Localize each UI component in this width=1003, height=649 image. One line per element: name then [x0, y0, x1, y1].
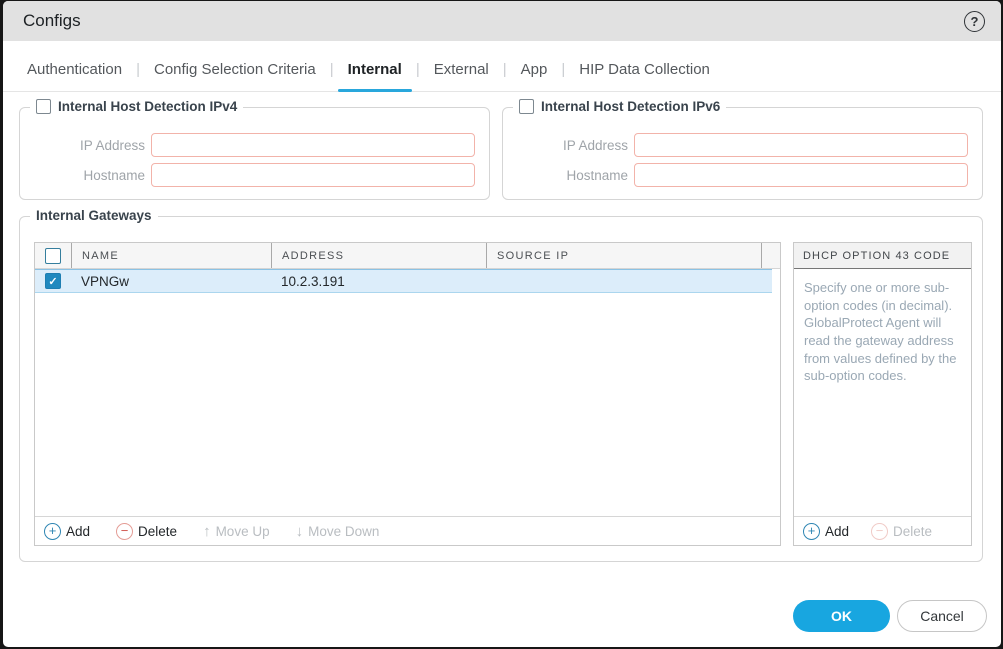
dialog-title: Configs [23, 11, 81, 30]
gateways-table-header: NAME ADDRESS SOURCE IP [35, 243, 780, 269]
column-header-spacer [761, 243, 780, 268]
add-gateway-button[interactable]: + Add [44, 522, 90, 540]
arrow-down-icon: ↓ [295, 522, 304, 540]
tab-authentication[interactable]: Authentication [27, 60, 123, 78]
minus-circle-icon: − [116, 522, 134, 540]
column-header-name[interactable]: NAME [71, 243, 271, 268]
delete-dhcp-code-button[interactable]: − Delete [871, 522, 932, 540]
ipv4-ip-address-label: IP Address [79, 137, 145, 153]
ipv6-hostname-label: Hostname [566, 167, 628, 183]
add-dhcp-code-button[interactable]: + Add [803, 522, 849, 540]
tab-separator: | [415, 61, 420, 78]
tab-internal[interactable]: Internal [337, 47, 413, 92]
row-checkbox[interactable]: ✓ [45, 273, 61, 289]
column-header-address[interactable]: ADDRESS [271, 243, 486, 268]
ipv6-panel-legend: Internal Host Detection IPv6 [513, 99, 727, 114]
delete-gateway-button[interactable]: − Delete [116, 522, 177, 540]
column-header-source-ip[interactable]: SOURCE IP [486, 243, 761, 268]
dhcp-panel-toolbar: + Add − Delete [794, 516, 971, 545]
dialog-titlebar: Configs ? [3, 1, 1001, 41]
internal-host-detection-ipv4-panel: Internal Host Detection IPv4 IP Address … [19, 99, 490, 200]
move-up-button[interactable]: ↑ Move Up [203, 522, 270, 540]
plus-circle-icon: + [44, 522, 61, 540]
tab-separator: | [561, 61, 566, 78]
tab-separator: | [502, 61, 507, 78]
row-address-cell: 10.2.3.191 [281, 273, 345, 289]
ipv6-ip-address-input[interactable] [634, 133, 968, 157]
tab-config-selection-criteria[interactable]: Config Selection Criteria [153, 60, 316, 78]
ipv4-enable-checkbox[interactable] [36, 99, 51, 114]
ipv4-panel-legend: Internal Host Detection IPv4 [30, 99, 244, 114]
ipv6-ip-address-label: IP Address [562, 137, 628, 153]
plus-circle-icon: + [803, 522, 820, 540]
tab-hip-data-collection[interactable]: HIP Data Collection [579, 60, 710, 78]
tab-bar: Authentication | Config Selection Criter… [3, 41, 1001, 92]
gateways-table: NAME ADDRESS SOURCE IP ✓ VPNGw 10.2.3.19… [34, 242, 781, 546]
internal-host-detection-ipv6-panel: Internal Host Detection IPv6 IP Address … [502, 99, 983, 200]
tab-separator: | [136, 61, 140, 78]
gateways-table-toolbar: + Add − Delete ↑ Move Up ↓ Move Down [35, 516, 780, 545]
ipv4-panel-title: Internal Host Detection IPv4 [58, 99, 238, 114]
dhcp-panel-description: Specify one or more sub-option codes (in… [804, 280, 957, 384]
configs-dialog: Configs ? Authentication | Config Select… [3, 1, 1001, 647]
dhcp-option-43-panel: DHCP OPTION 43 CODE Specify one or more … [793, 242, 972, 546]
tab-separator: | [329, 61, 334, 78]
cancel-button[interactable]: Cancel [897, 600, 987, 632]
row-name-cell: VPNGw [81, 273, 130, 289]
help-icon[interactable]: ? [964, 10, 985, 32]
internal-gateways-panel: Internal Gateways NAME ADDRESS SOURCE IP… [19, 208, 983, 562]
arrow-up-icon: ↑ [203, 522, 211, 540]
minus-circle-icon: − [871, 522, 889, 540]
ipv4-ip-address-input[interactable] [151, 133, 475, 157]
tab-app[interactable]: App [520, 60, 548, 78]
ipv4-hostname-label: Hostname [83, 167, 145, 183]
internal-gateways-title: Internal Gateways [36, 208, 152, 223]
ok-button[interactable]: OK [793, 600, 890, 632]
dhcp-panel-header: DHCP OPTION 43 CODE [794, 243, 971, 269]
internal-gateways-legend: Internal Gateways [30, 208, 158, 223]
select-all-checkbox[interactable] [45, 247, 61, 264]
ipv6-panel-title: Internal Host Detection IPv6 [541, 99, 721, 114]
tab-external[interactable]: External [433, 60, 489, 78]
ipv4-hostname-input[interactable] [151, 163, 475, 187]
ipv6-hostname-input[interactable] [634, 163, 968, 187]
table-row[interactable]: ✓ VPNGw 10.2.3.191 [35, 269, 772, 293]
move-down-button[interactable]: ↓ Move Down [295, 522, 380, 540]
ipv6-enable-checkbox[interactable] [519, 99, 534, 114]
